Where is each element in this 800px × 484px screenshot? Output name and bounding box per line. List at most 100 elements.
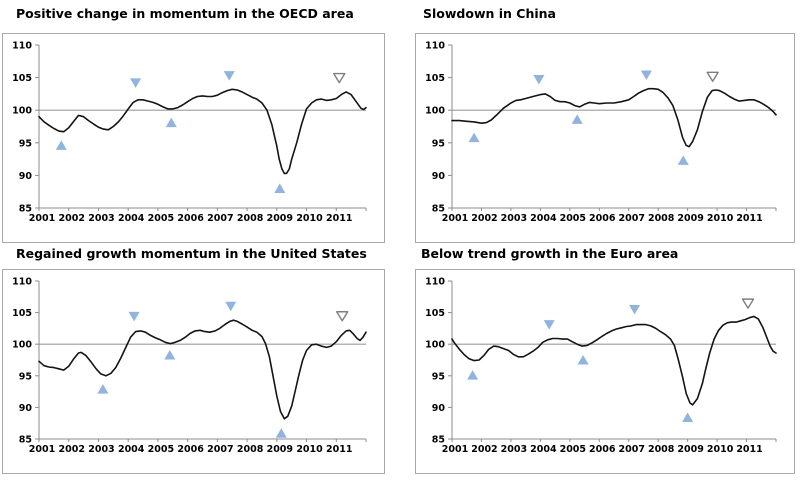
- cli-line: [451, 87, 777, 148]
- x-tick-label: 2010: [707, 213, 734, 224]
- x-tick-label: 2009: [677, 213, 703, 224]
- peak-marker-icon: [130, 78, 142, 88]
- provisional-peak-marker-icon: [333, 72, 346, 84]
- y-tick-label: 90: [19, 403, 33, 414]
- x-tick-label: 2007: [619, 444, 645, 455]
- x-tick-label: 2005: [560, 444, 586, 455]
- chart-title-united-states: Regained growth momentum in the United S…: [16, 246, 367, 261]
- chart-panel-oecd: 85 90 95 100 105 110 2001 2002 2003 2004 2005 2006 2…: [2, 33, 385, 243]
- y-tick-label: 110: [12, 277, 32, 288]
- x-tick-label: 2005: [560, 213, 586, 224]
- x-tick-label: 2011: [326, 213, 352, 224]
- x-tick-label: 2011: [736, 213, 762, 224]
- y-tick-label: 85: [19, 204, 32, 215]
- x-tick-label: 2001: [29, 444, 55, 455]
- x-tick-label: 2002: [471, 213, 497, 224]
- x-tick-label: 2003: [88, 213, 114, 224]
- peak-marker-icon: [128, 311, 140, 322]
- peak-marker-icon: [543, 320, 555, 330]
- x-tick-label: 2004: [530, 444, 557, 455]
- provisional-peak-marker-icon: [336, 311, 349, 322]
- trough-marker-icon: [97, 384, 109, 394]
- x-tick-label: 2002: [59, 444, 85, 455]
- trough-marker-icon: [275, 428, 287, 438]
- x-tick-label: 2004: [118, 213, 145, 224]
- x-tick-label: 2002: [471, 444, 497, 455]
- x-tick-label: 2008: [237, 444, 264, 455]
- trough-marker-icon: [682, 412, 694, 423]
- provisional-peak-marker-icon: [741, 298, 755, 309]
- trough-marker-icon: [467, 370, 479, 380]
- x-tick-label: 2006: [589, 444, 616, 455]
- y-tick-label: 105: [12, 308, 32, 319]
- trough-marker-icon: [165, 117, 177, 128]
- y-tick-label: 110: [12, 41, 32, 52]
- x-tick-label: 2010: [707, 444, 734, 455]
- x-tick-label: 2004: [118, 444, 145, 455]
- peak-marker-icon: [223, 71, 235, 81]
- x-tick-label: 2011: [736, 444, 762, 455]
- chart-panel-china: 85 90 95 100 105 110 2001 2002 2003 2004 2005 2006 2…: [415, 33, 795, 243]
- y-tick-label: 100: [12, 106, 32, 117]
- x-tick-label: 2005: [148, 444, 174, 455]
- x-tick-label: 2001: [29, 213, 55, 224]
- y-tick-label: 105: [425, 308, 445, 319]
- trough-marker-icon: [571, 114, 583, 124]
- y-tick-label: 100: [12, 340, 32, 351]
- trough-marker-icon: [164, 349, 176, 360]
- x-tick-label: 2009: [267, 444, 293, 455]
- x-tick-label: 2007: [207, 444, 233, 455]
- x-tick-label: 2003: [501, 213, 527, 224]
- x-tick-label: 2009: [677, 444, 703, 455]
- x-tick-label: 2002: [59, 213, 85, 224]
- chart-panel-united-states: 85 90 95 100 105 110 2001 2002 2003 2004 2005 2006 2…: [2, 269, 385, 474]
- y-tick-label: 95: [432, 138, 445, 149]
- trough-marker-icon: [577, 355, 589, 365]
- x-tick-label: 2005: [148, 213, 174, 224]
- x-tick-label: 2010: [296, 444, 323, 455]
- y-tick-label: 90: [432, 171, 446, 182]
- chart-title-china: Slowdown in China: [423, 6, 556, 21]
- chart-panel-euro-area: 85 90 95 100 105 110 2001 2002 2003 2004 2005 2006 2…: [415, 269, 795, 474]
- y-tick-label: 110: [425, 277, 445, 288]
- peak-marker-icon: [225, 301, 237, 312]
- x-tick-label: 2001: [442, 444, 468, 455]
- x-tick-label: 2007: [207, 213, 233, 224]
- peak-marker-icon: [533, 75, 545, 85]
- x-tick-label: 2001: [442, 213, 468, 224]
- x-tick-label: 2006: [589, 213, 616, 224]
- peak-marker-icon: [629, 304, 641, 315]
- y-tick-label: 85: [432, 435, 445, 446]
- provisional-peak-marker-icon: [706, 71, 719, 82]
- y-tick-label: 110: [425, 41, 445, 52]
- y-tick-label: 100: [425, 340, 445, 351]
- x-tick-label: 2006: [177, 444, 204, 455]
- y-tick-label: 85: [432, 204, 445, 215]
- y-tick-label: 95: [19, 371, 32, 382]
- y-tick-label: 90: [19, 171, 33, 182]
- y-tick-label: 95: [19, 138, 32, 149]
- x-tick-label: 2004: [530, 213, 557, 224]
- y-tick-label: 105: [425, 73, 445, 84]
- x-tick-label: 2011: [326, 444, 352, 455]
- x-tick-label: 2003: [88, 444, 114, 455]
- cli-line: [451, 315, 777, 406]
- y-tick-label: 105: [12, 73, 32, 84]
- trough-marker-icon: [274, 183, 286, 193]
- y-tick-label: 90: [432, 403, 446, 414]
- x-tick-label: 2008: [648, 444, 675, 455]
- x-tick-label: 2008: [237, 213, 264, 224]
- trough-marker-icon: [55, 140, 67, 150]
- y-tick-label: 85: [19, 435, 32, 446]
- x-tick-label: 2007: [619, 213, 645, 224]
- cli-line: [38, 319, 367, 420]
- y-tick-label: 100: [425, 106, 445, 117]
- x-tick-label: 2006: [177, 213, 204, 224]
- x-tick-label: 2003: [501, 444, 527, 455]
- x-tick-label: 2009: [267, 213, 293, 224]
